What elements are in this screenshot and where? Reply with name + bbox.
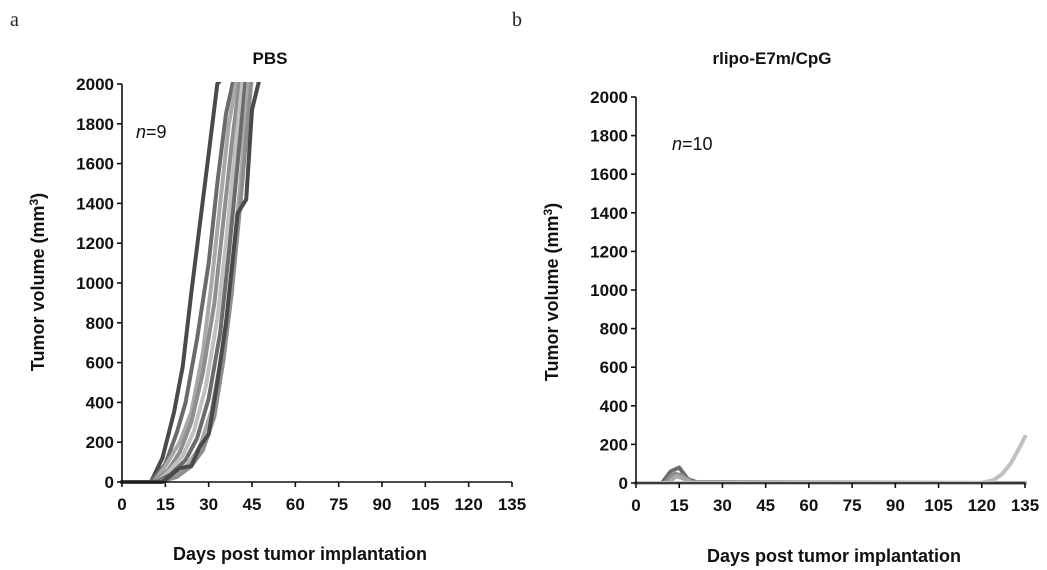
panel-a-y-tick-label: 1600: [76, 155, 114, 174]
panel-b-x-tick-label: 60: [799, 496, 818, 515]
panel-b-y-tick-label: 800: [600, 320, 628, 339]
panel-b-ylabel-end: ): [542, 203, 562, 209]
panel-a-ylabel-end: ): [28, 193, 48, 199]
panel-b-y-tick-label: 1600: [590, 165, 628, 184]
panel-b-x-tick-label: 90: [886, 496, 905, 515]
panel-a-y-tick-label: 2000: [76, 75, 114, 94]
panel-b-x-tick-label: 15: [670, 496, 689, 515]
panel-b-x-tick-label: 75: [843, 496, 862, 515]
panel-b-n-value: =10: [682, 134, 713, 154]
panel-a-n-value: =9: [146, 122, 167, 142]
panel-b-y-tick-label: 600: [600, 358, 628, 377]
panel-a-x-tick-label: 120: [454, 495, 482, 514]
panel-a-y-tick-label: 800: [86, 314, 114, 333]
panel-a-series-line-6: [120, 82, 248, 484]
panel-a-x-tick-label: 30: [199, 495, 218, 514]
panel-a-y-tick-label: 1000: [76, 274, 114, 293]
panel-a-n-annotation: n=9: [136, 122, 167, 142]
panel-b-x-tick-label: 0: [631, 496, 640, 515]
panel-a-x-tick-label: 75: [329, 495, 348, 514]
panel-a-letter: a: [10, 9, 19, 31]
panel-a-title: PBS: [253, 49, 288, 68]
panel-a-ylabel-sup: 3: [27, 199, 41, 206]
panel-b-y-tick-label: 1000: [590, 281, 628, 300]
panel-a-y-tick-label: 600: [86, 354, 114, 373]
panel-b-x-tick-label: 135: [1011, 496, 1039, 515]
panel-b: b rlipo-E7m/CpG n=10 Tumor volume (mm3) …: [512, 9, 1039, 566]
panel-b-x-tick-label: 105: [924, 496, 952, 515]
panel-a-series-line-9: [120, 82, 261, 484]
panel-a-series-line-1: [120, 82, 222, 484]
panel-b-x-tick-label: 30: [713, 496, 732, 515]
panel-b-y-tick-label: 1400: [590, 204, 628, 223]
panel-b-x-tick-label: 45: [756, 496, 775, 515]
panel-a: a PBS n=9 Tumor volume (mm3) Days post t…: [10, 9, 526, 564]
panel-b-plot: 0 200 400 600 800 1000 1200 1400 1600 1800 2000 0 15…: [590, 88, 1039, 515]
panel-b-n-italic: n: [672, 134, 682, 154]
panel-b-series-line-4: [634, 434, 1027, 485]
panel-a-xlabel: Days post tumor implantation: [173, 544, 427, 564]
panel-a-series-line-3: [120, 82, 239, 484]
panel-b-ylabel-main: Tumor volume (mm: [542, 216, 562, 382]
panel-a-y-tick-label: 400: [86, 393, 114, 412]
panel-a-y-tick-label: 0: [105, 473, 114, 492]
panel-b-y-tick-label: 1200: [590, 242, 628, 261]
panel-a-y-tick-label: 1400: [76, 194, 114, 213]
panel-a-y-tick-label: 1800: [76, 115, 114, 134]
panel-a-ylabel-main: Tumor volume (mm: [28, 206, 48, 372]
panel-b-y-tick-label: 0: [619, 474, 628, 493]
panel-b-letter: b: [512, 9, 522, 31]
panel-b-series-group: [634, 434, 1027, 485]
panel-b-x-tick-label: 120: [968, 496, 996, 515]
panel-b-ylabel: Tumor volume (mm3): [541, 203, 562, 381]
panel-a-x-tick-label: 105: [411, 495, 439, 514]
panel-a-plot: 0 200 400 600 800 1000 1200 1400 1600 1800 2000 0 15…: [76, 75, 526, 514]
panel-a-n-italic: n: [136, 122, 146, 142]
panel-a-x-tick-label: 135: [498, 495, 526, 514]
panel-b-y-tick-label: 200: [600, 435, 628, 454]
panel-b-n-annotation: n=10: [672, 134, 713, 154]
panel-b-y-tick-label: 2000: [590, 88, 628, 107]
panel-b-y-tick-label: 1800: [590, 127, 628, 146]
panel-b-y-tick-label: 400: [600, 397, 628, 416]
panel-a-x-tick-label: 45: [243, 495, 262, 514]
panel-a-x-tick-label: 60: [286, 495, 305, 514]
panel-b-ylabel-sup: 3: [541, 209, 555, 216]
panel-a-x-tick-label: 15: [156, 495, 175, 514]
panel-a-y-tick-label: 200: [86, 433, 114, 452]
panel-b-title: rlipo-E7m/CpG: [712, 49, 831, 68]
panel-a-ylabel: Tumor volume (mm3): [27, 193, 48, 371]
panel-a-series-group: [120, 82, 261, 484]
panel-a-x-tick-label: 90: [373, 495, 392, 514]
panel-a-y-tick-label: 1200: [76, 234, 114, 253]
panel-b-xlabel: Days post tumor implantation: [707, 546, 961, 566]
panel-a-x-tick-label: 0: [117, 495, 126, 514]
